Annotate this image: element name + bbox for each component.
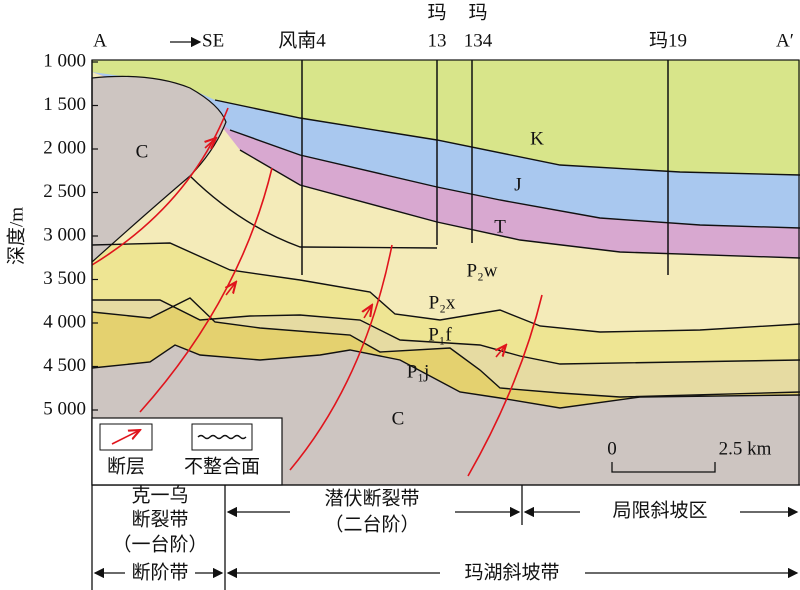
- layer-label: C: [136, 141, 149, 162]
- unconformity: [91, 242, 800, 333]
- axis-label: 深度/m: [5, 207, 27, 265]
- scale-bar: [611, 462, 716, 473]
- section-start: A: [93, 30, 107, 51]
- c-block: [91, 75, 227, 264]
- depth-tick-label: 3 000: [43, 224, 86, 245]
- legend-label: 断层: [107, 455, 145, 477]
- well-label: 玛: [468, 2, 487, 23]
- fault: [91, 107, 229, 266]
- depth-tick-label: 1 000: [43, 50, 86, 71]
- layer-label: P₂w: [467, 260, 498, 281]
- zone-label: 潜伏断裂带: [324, 487, 419, 509]
- layer-label: J: [514, 174, 521, 195]
- zone-label: （一台阶）: [112, 533, 207, 555]
- unconformity: [92, 299, 800, 365]
- section-end: A′: [776, 30, 794, 51]
- fault-arrow: [496, 345, 506, 358]
- zone-label: 克一乌: [131, 484, 188, 506]
- well-label: 玛: [427, 2, 446, 23]
- depth-tick-label: 3 500: [43, 268, 86, 289]
- unconformity: [91, 344, 800, 409]
- layer-label: T: [494, 216, 506, 237]
- well-label: 134: [464, 30, 493, 51]
- zone-label: 断裂带: [131, 508, 188, 530]
- scale-label: 2.5 km: [719, 438, 772, 459]
- layer-label: C: [392, 408, 405, 429]
- depth-tick-label: 4 000: [43, 311, 86, 332]
- fault: [289, 244, 393, 471]
- zone-arrows: [93, 506, 799, 579]
- well-label: 13: [428, 30, 447, 51]
- fault-arrow: [205, 138, 216, 148]
- legend-label: 不整合面: [184, 455, 260, 477]
- zone-label: 玛湖斜坡带: [464, 561, 559, 583]
- boundary: [239, 149, 800, 259]
- layer-label: P₁f: [428, 324, 452, 345]
- fault-arrow: [364, 305, 372, 319]
- scale-label: 0: [607, 438, 617, 459]
- zone-label: 断阶带: [131, 561, 188, 583]
- unconformity: [91, 297, 800, 398]
- well-label: 风南4: [278, 29, 326, 51]
- legend-fault-line: [111, 430, 140, 445]
- layer-label: P₂x: [429, 292, 456, 313]
- zone-frame: [91, 484, 800, 590]
- fault: [139, 167, 273, 413]
- well-label: 玛19: [649, 30, 687, 51]
- overlay: [91, 59, 800, 486]
- legend-unconformity-line: [197, 434, 247, 440]
- depth-tick-label: 1 500: [43, 94, 86, 115]
- depth-tick-label: 5 000: [43, 398, 86, 419]
- fault-arrow: [226, 282, 236, 296]
- direction: SE: [202, 30, 224, 51]
- fault: [467, 294, 543, 477]
- depth-tick-label: 4 500: [43, 355, 86, 376]
- boundary: [214, 99, 800, 176]
- layer-label: P₁j: [407, 361, 429, 382]
- zone-label: 局限斜坡区: [612, 499, 707, 521]
- depth-tick-label: 2 000: [43, 137, 86, 158]
- boundary: [229, 129, 800, 229]
- depth-tick-label: 2 500: [43, 181, 86, 202]
- layer-k: [92, 60, 800, 175]
- layer-label: K: [530, 128, 544, 149]
- boundary: [189, 175, 438, 249]
- zone-label: （二台阶）: [324, 513, 419, 535]
